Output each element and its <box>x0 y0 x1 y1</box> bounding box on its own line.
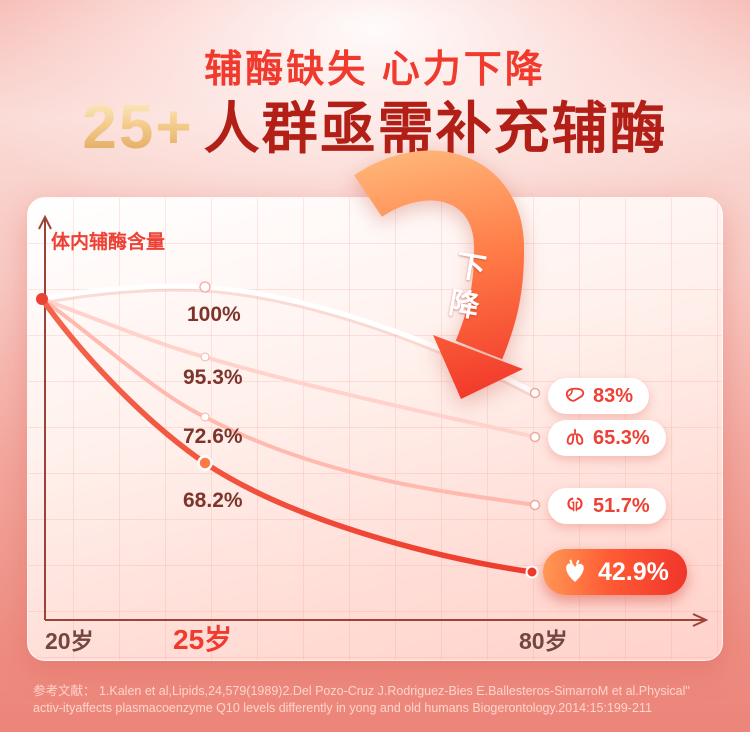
series-lungs-line <box>40 297 537 439</box>
lungs-25-dot <box>200 352 210 362</box>
references: 参考文献： 1.Kalen et al,Lipids,24,579(1989)2… <box>33 683 723 717</box>
badge-lungs: 65.3% <box>548 420 666 456</box>
series-liver-line <box>39 283 538 396</box>
lungs-icon <box>564 427 586 449</box>
percent-label-95-3: 95.3% <box>183 366 243 389</box>
badge-value: 51.7% <box>593 494 650 517</box>
heart-80-dot <box>525 565 539 579</box>
heart-icon <box>561 558 589 586</box>
liver-icon <box>564 385 586 407</box>
line-chart <box>36 214 709 627</box>
liver-25-dot <box>199 281 211 293</box>
percent-label-100: 100% <box>187 303 241 326</box>
percent-label-68-2: 68.2% <box>183 489 243 512</box>
lungs-80-dot <box>529 431 541 443</box>
y-axis-label: 体内辅酶含量 <box>51 232 166 253</box>
kidneys-icon <box>564 495 586 517</box>
liver-80-dot <box>529 387 541 399</box>
badge-value: 42.9% <box>598 557 669 586</box>
y-axis-arrow <box>38 214 52 230</box>
x-axis-arrow <box>692 613 709 627</box>
kidneys-25-dot <box>200 412 210 422</box>
series-kidneys-line <box>40 297 537 507</box>
subheadline: 25+ 人群亟需补充辅酶 <box>0 84 750 165</box>
badge-liver: 83% <box>548 378 650 414</box>
kidneys-80-dot <box>529 499 541 511</box>
references-line-2: activ-ityaffects plasmacoenzyme Q10 leve… <box>33 701 652 715</box>
badge-value: 83% <box>593 384 634 407</box>
origin-dot <box>36 293 48 305</box>
series-heart-line <box>39 296 535 575</box>
badge-kidneys: 51.7% <box>548 488 666 524</box>
x-tick-20: 20岁 <box>45 628 94 654</box>
badge-value: 65.3% <box>593 426 650 449</box>
subheadline-age-highlight: 25+ <box>82 93 203 162</box>
chart-panel: 体内辅酶含量 100% 95.3% 72.6% 68.2% 83% 65.3% … <box>27 197 723 661</box>
subheadline-text: 人群亟需补充辅酶 <box>203 97 668 160</box>
x-tick-25: 25岁 <box>173 624 233 655</box>
percent-label-72-6: 72.6% <box>183 425 243 448</box>
badge-heart: 42.9% <box>543 549 687 595</box>
x-tick-80: 80岁 <box>519 628 568 654</box>
heart-25-dot <box>197 455 213 471</box>
headline: 辅酶缺失 心力下降 <box>204 49 546 91</box>
references-line-1: 参考文献： 1.Kalen et al,Lipids,24,579(1989)2… <box>33 684 690 698</box>
